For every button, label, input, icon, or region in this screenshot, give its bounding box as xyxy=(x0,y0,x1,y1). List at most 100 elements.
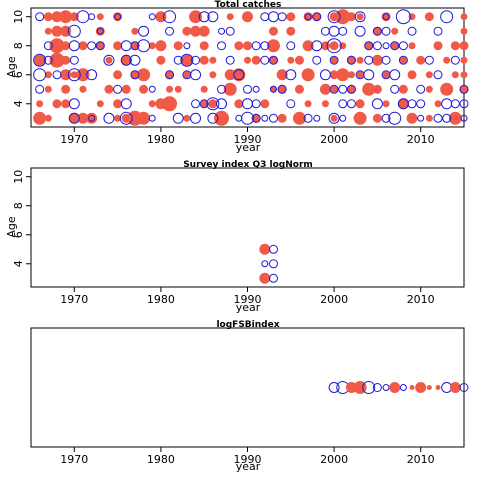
positive-bubble xyxy=(86,112,98,124)
negative-bubble xyxy=(138,25,150,37)
positive-bubble xyxy=(183,71,191,79)
positive-bubble xyxy=(181,54,193,66)
positive-bubble xyxy=(450,41,460,51)
negative-bubble xyxy=(459,383,469,392)
positive-bubble xyxy=(244,56,251,64)
negative-bubble xyxy=(372,26,382,36)
negative-bubble xyxy=(416,84,426,94)
y-tick-label: 6 xyxy=(12,71,25,78)
positive-bubble xyxy=(131,27,139,35)
positive-bubble xyxy=(44,71,52,79)
positive-bubble xyxy=(330,114,338,122)
x-axis: 1970 1980 1990 2000 2010 xyxy=(60,287,435,306)
y-axis-title: Age xyxy=(5,56,18,78)
negative-bubble xyxy=(354,11,366,23)
y-axis-title: Age xyxy=(5,216,18,238)
negative-bubble xyxy=(261,260,269,268)
positive-bubble xyxy=(408,42,416,50)
positive-bubble xyxy=(425,71,433,79)
positive-bubble xyxy=(459,41,469,51)
negative-bubble xyxy=(67,24,81,38)
negative-bubble xyxy=(407,26,417,36)
positive-bubble xyxy=(276,69,288,81)
negative-bubble xyxy=(442,113,452,123)
positive-bubble xyxy=(356,71,364,79)
negative-bubble xyxy=(217,41,227,51)
negative-bubble xyxy=(68,40,80,52)
negative-bubble xyxy=(339,114,347,122)
x-axis-title: year xyxy=(236,460,261,473)
positive-bubble xyxy=(294,55,304,65)
negative-bubble xyxy=(303,113,313,123)
negative-bubble xyxy=(69,55,79,65)
bubbles xyxy=(328,381,469,394)
panel-title: Survey index Q3 logNorm xyxy=(183,160,313,170)
negative-bubble xyxy=(390,41,400,51)
positive-bubble xyxy=(372,113,382,123)
negative-bubble xyxy=(268,113,278,123)
negative-bubble xyxy=(207,11,219,23)
x-axis: 1970 1980 1990 2000 2010 xyxy=(60,447,435,466)
negative-bubble xyxy=(163,10,177,24)
positive-bubble xyxy=(391,27,399,35)
negative-bubble xyxy=(218,27,226,35)
negative-bubble xyxy=(354,25,366,37)
negative-bubble xyxy=(173,55,183,65)
positive-bubble xyxy=(43,12,53,22)
positive-bubble xyxy=(425,114,433,122)
negative-bubble xyxy=(440,10,454,24)
y-axis: 4 6 8 10 xyxy=(12,10,31,107)
negative-bubble xyxy=(326,38,342,54)
negative-bubble xyxy=(241,111,254,125)
negative-bubble xyxy=(87,41,97,51)
negative-bubble xyxy=(338,84,348,94)
positive-bubble xyxy=(104,84,114,94)
x-tick-label: 2010 xyxy=(407,453,435,466)
x-tick-label: 2000 xyxy=(320,133,348,146)
negative-bubble xyxy=(252,85,260,93)
negative-bubble xyxy=(382,42,390,50)
positive-bubble xyxy=(36,100,44,108)
positive-bubble xyxy=(347,71,355,79)
negative-bubble xyxy=(260,55,270,65)
panel-title: Total catches xyxy=(215,0,282,10)
positive-bubble xyxy=(96,13,104,21)
positive-bubble xyxy=(382,100,390,108)
negative-bubble xyxy=(95,41,105,51)
y-tick-label: 4 xyxy=(12,260,25,267)
positive-bubble xyxy=(336,68,350,82)
negative-bubble xyxy=(260,41,270,51)
negative-bubble xyxy=(251,41,261,51)
positive-bubble xyxy=(234,41,244,51)
negative-bubble xyxy=(35,84,45,94)
positive-bubble xyxy=(433,41,443,51)
positive-bubble xyxy=(209,56,217,64)
negative-bubble xyxy=(459,99,469,109)
survey-index-panel: Survey index Q3 logNorm 1970 1980 1990 2000… xyxy=(5,160,465,314)
negative-bubble xyxy=(364,55,374,65)
negative-bubble xyxy=(148,85,156,93)
negative-bubble xyxy=(312,12,322,22)
negative-bubble xyxy=(433,70,443,80)
negative-bubble xyxy=(86,69,98,81)
panel-title: logFSBindex xyxy=(216,320,279,330)
positive-bubble xyxy=(44,114,52,122)
x-tick-label: 1990 xyxy=(234,293,262,306)
positive-bubble xyxy=(399,56,407,64)
negative-bubble xyxy=(120,40,132,52)
positive-bubble xyxy=(182,26,192,36)
negative-bubble xyxy=(388,111,402,125)
negative-bubble xyxy=(199,99,209,109)
positive-bubble xyxy=(44,85,52,93)
x-tick-label: 2010 xyxy=(407,293,435,306)
positive-bubble xyxy=(443,56,451,64)
negative-bubble xyxy=(207,112,219,124)
negative-bubble xyxy=(68,112,80,124)
negative-bubble xyxy=(372,41,382,51)
negative-bubble xyxy=(260,12,270,22)
positive-bubble xyxy=(302,40,314,52)
bubbles xyxy=(33,9,469,126)
negative-bubble xyxy=(180,53,194,67)
negative-bubble xyxy=(329,55,339,65)
negative-bubble xyxy=(172,112,184,124)
